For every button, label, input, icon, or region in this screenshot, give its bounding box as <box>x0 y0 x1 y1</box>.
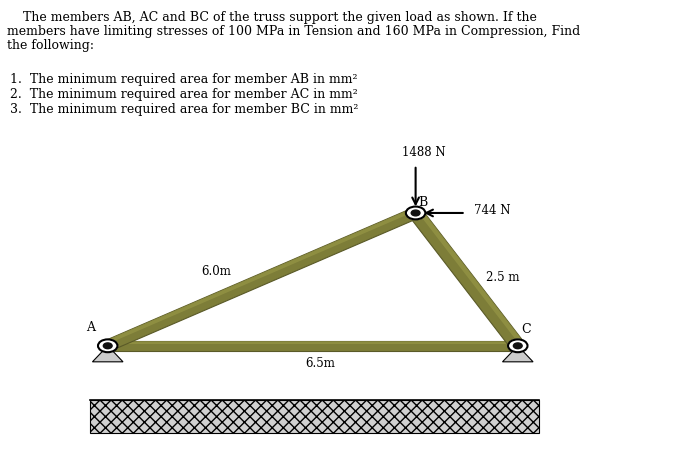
Text: B: B <box>418 196 427 209</box>
Circle shape <box>514 343 522 349</box>
Polygon shape <box>502 346 533 362</box>
Polygon shape <box>104 208 414 344</box>
Text: the following:: the following: <box>7 39 94 52</box>
Circle shape <box>98 339 117 352</box>
Text: C: C <box>521 323 531 336</box>
Polygon shape <box>92 346 123 362</box>
Text: members have limiting stresses of 100 MPa in Tension and 160 MPa in Compression,: members have limiting stresses of 100 MP… <box>7 25 580 38</box>
Circle shape <box>104 343 112 349</box>
Text: 2.  The minimum required area for member AC in mm²: 2. The minimum required area for member … <box>10 88 358 101</box>
Polygon shape <box>104 208 420 350</box>
Circle shape <box>411 210 420 216</box>
Circle shape <box>406 207 425 219</box>
Polygon shape <box>108 341 518 351</box>
Text: 1.  The minimum required area for member AB in mm²: 1. The minimum required area for member … <box>10 73 358 86</box>
Text: A: A <box>86 322 95 334</box>
Text: 744 N: 744 N <box>474 204 511 217</box>
Text: The members AB, AC and BC of the truss support the given load as shown. If the: The members AB, AC and BC of the truss s… <box>7 11 537 24</box>
Text: 6.5m: 6.5m <box>305 357 334 370</box>
Polygon shape <box>418 211 525 345</box>
Bar <box>90 400 539 433</box>
Text: 6.0m: 6.0m <box>202 265 231 278</box>
Text: 1488 N: 1488 N <box>402 147 445 159</box>
Text: 2.5 m: 2.5 m <box>486 271 520 284</box>
Circle shape <box>508 339 528 352</box>
Polygon shape <box>409 211 525 348</box>
Polygon shape <box>108 341 518 344</box>
Text: 3.  The minimum required area for member BC in mm²: 3. The minimum required area for member … <box>10 103 359 115</box>
